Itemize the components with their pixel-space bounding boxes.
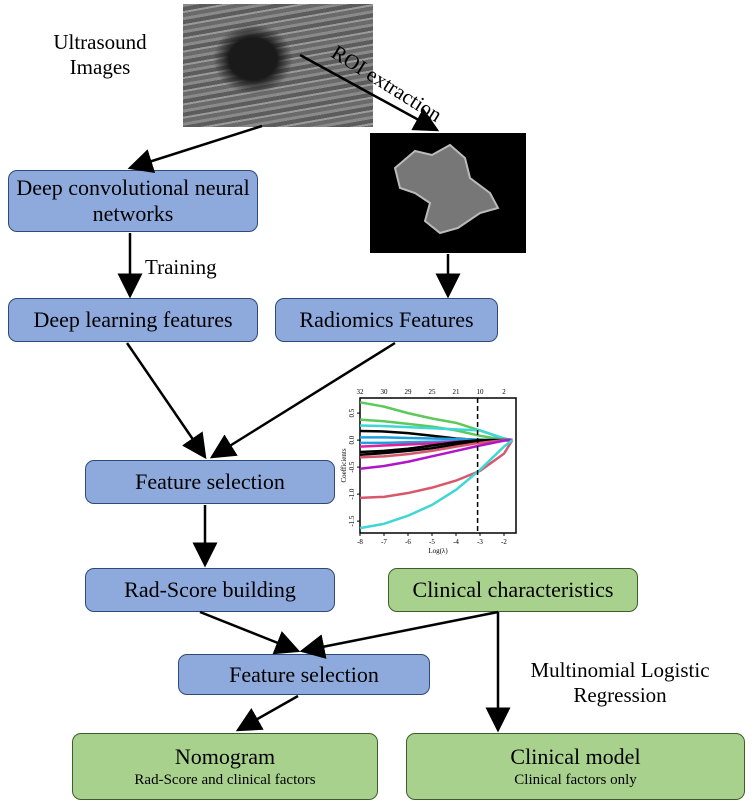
top-tick-label: 10 [477,388,485,396]
training-label: Training [145,255,217,279]
nomogram-box: Nomogram Rad-Score and clinical factors [72,733,378,800]
feature-selection-box-2: Feature selection [178,654,430,695]
arrow [299,610,499,659]
deep-learning-features-box: Deep learning features [8,298,258,342]
y-tick-label: 0.5 [348,408,356,417]
ultrasound-label: Ultrasound Images [53,30,147,79]
x-tick-label: -6 [405,538,411,546]
arrow [127,124,263,174]
arrow [235,694,299,732]
arrow [299,53,440,132]
nomogram-subtitle: Rad-Score and clinical factors [134,771,316,788]
coef-line [359,439,514,530]
mlr-label: Multinomial Logistic Regression [530,658,710,707]
clinical-model-box: Clinical model Clinical factors only [406,733,745,800]
arrow [199,610,301,655]
arrow [209,341,396,459]
top-tick-label: 21 [453,388,461,396]
ultrasound-image [183,4,373,127]
x-tick-label: -8 [357,538,363,546]
clinical-characteristics-box: Clinical characteristics [388,568,638,612]
coef-line [359,424,513,442]
roi-shape [393,143,500,235]
roi-image [370,133,526,253]
arrow [125,342,207,460]
x-tick-label: -7 [381,538,387,546]
y-tick-label: -0.5 [348,461,356,473]
x-tick-label: -4 [453,538,459,546]
radiomics-features-box: Radiomics Features [275,298,498,342]
top-tick-label: 2 [502,388,506,396]
y-axis-label: Coefficients [340,448,348,482]
x-tick-label: -5 [429,538,435,546]
coef-line [359,439,514,500]
top-tick-label: 32 [357,388,365,396]
x-tick-label: -3 [477,538,483,546]
nomogram-title: Nomogram [174,743,276,769]
top-tick-label: 25 [429,388,437,396]
y-tick-label: 0.0 [348,435,356,444]
x-tick-label: -2 [501,538,507,546]
top-tick-label: 29 [405,388,413,396]
feature-selection-box-1: Feature selection [85,460,335,504]
rad-score-box: Rad-Score building [85,568,335,612]
y-tick-label: -1.5 [348,515,356,527]
x-axis-label: Log(λ) [428,547,448,555]
clinical-model-title: Clinical model [510,743,641,769]
y-tick-label: -1.0 [348,488,356,500]
coef-line [359,438,513,470]
clinical-model-subtitle: Clinical factors only [514,771,637,788]
top-tick-label: 30 [381,388,389,396]
